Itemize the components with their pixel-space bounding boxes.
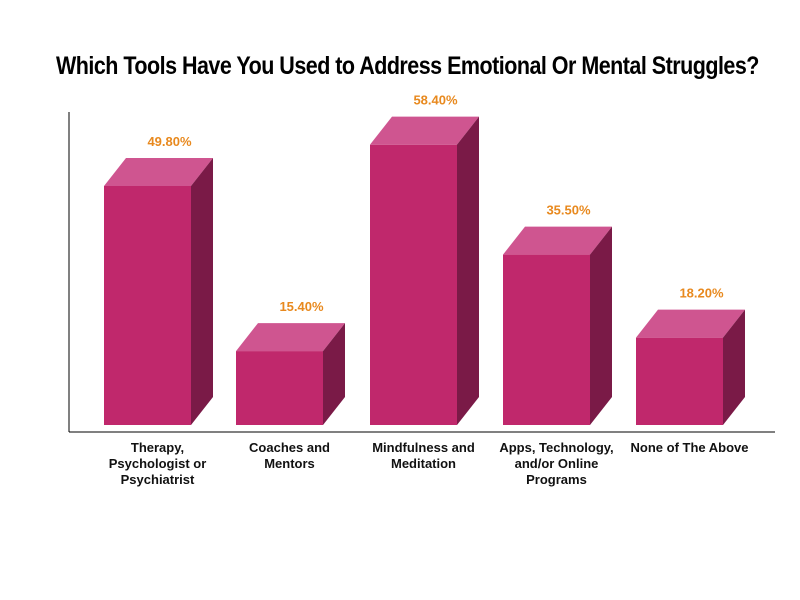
category-label-line: Psychiatrist [120, 472, 195, 487]
category-label-line: Programs [526, 472, 587, 487]
value-label-3: 35.50% [546, 203, 591, 218]
value-label-2: 58.40% [413, 93, 458, 108]
bar-1-top [236, 323, 345, 352]
value-label-4: 18.20% [679, 286, 724, 301]
category-label-line: Apps, Technology, [499, 440, 614, 455]
category-label-3: Apps, Technology, and/or Online Programs [482, 440, 632, 488]
bar-2-side [457, 116, 479, 426]
category-label-line: Mindfulness and [372, 440, 475, 455]
value-label-1: 15.40% [279, 299, 324, 314]
bar-4-front [636, 337, 723, 425]
bar-4-side [723, 309, 745, 425]
category-label-2: Mindfulness and Meditation [349, 440, 499, 472]
category-label-line: Therapy, [130, 440, 185, 455]
bar-3-front [503, 254, 590, 425]
category-label-line: Mentors [264, 456, 315, 471]
bar-3-top [503, 226, 612, 255]
category-label-1: Coaches and Mentors [215, 440, 365, 472]
bar-3-side [590, 226, 612, 425]
chart-title: Which Tools Have You Used to Address Emo… [56, 52, 759, 80]
bar-1-front [236, 351, 323, 425]
bar-0-side [191, 157, 213, 425]
bar-2-top [370, 116, 479, 145]
category-label-0: Therapy, Psychologist or Psychiatrist [83, 440, 233, 488]
category-label-4: None of The Above [615, 440, 765, 456]
bar-2-front [370, 144, 457, 425]
category-label-line: and/or Online [514, 456, 599, 471]
category-label-line: Psychologist or [108, 456, 207, 471]
bar-0-top [104, 157, 213, 186]
value-label-0: 49.80% [147, 134, 192, 149]
category-label-line: Coaches and [249, 440, 330, 455]
bar-0-front [104, 185, 191, 425]
category-label-line: Meditation [391, 456, 456, 471]
bar-1-side [323, 323, 345, 425]
category-label-line: None of The Above [630, 440, 749, 455]
bar-4-top [636, 309, 745, 338]
